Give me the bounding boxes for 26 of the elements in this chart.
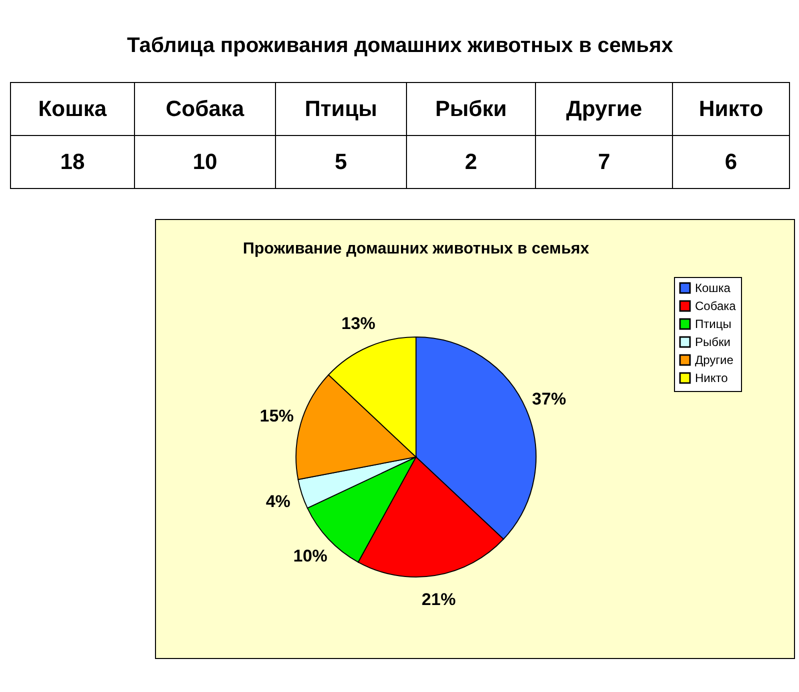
legend-label: Собака — [695, 299, 736, 313]
legend-label: Никто — [695, 371, 728, 385]
legend-label: Другие — [695, 353, 734, 367]
category-label: Кошка — [38, 96, 107, 121]
text: 7 — [536, 136, 673, 188]
chart-title: Проживание домашних животных в семьях — [242, 240, 590, 258]
data-label: 13% — [341, 314, 376, 333]
category-label: Рыбки — [435, 96, 507, 121]
category-label: Птицы — [304, 96, 378, 121]
text: 2 — [406, 136, 536, 188]
text: Таблица проживания домашних животных в семьях — [126, 33, 674, 59]
category-label: Никто — [698, 96, 764, 121]
category-label: Собака — [166, 96, 244, 121]
legend-label: Птицы — [695, 317, 732, 331]
text: 18 — [10, 136, 134, 188]
text: 10 — [134, 136, 276, 188]
data-label: 10% — [293, 546, 328, 566]
category-label: Другие — [566, 96, 642, 121]
data-label: 4% — [266, 492, 290, 511]
data-label: 37% — [532, 389, 566, 408]
text: 5 — [276, 136, 406, 188]
legend-label: Рыбки — [695, 335, 730, 349]
data-label: 21% — [422, 590, 456, 610]
text: 6 — [672, 136, 790, 188]
data-label: 15% — [260, 406, 294, 426]
legend-label: Кошка — [695, 281, 731, 295]
